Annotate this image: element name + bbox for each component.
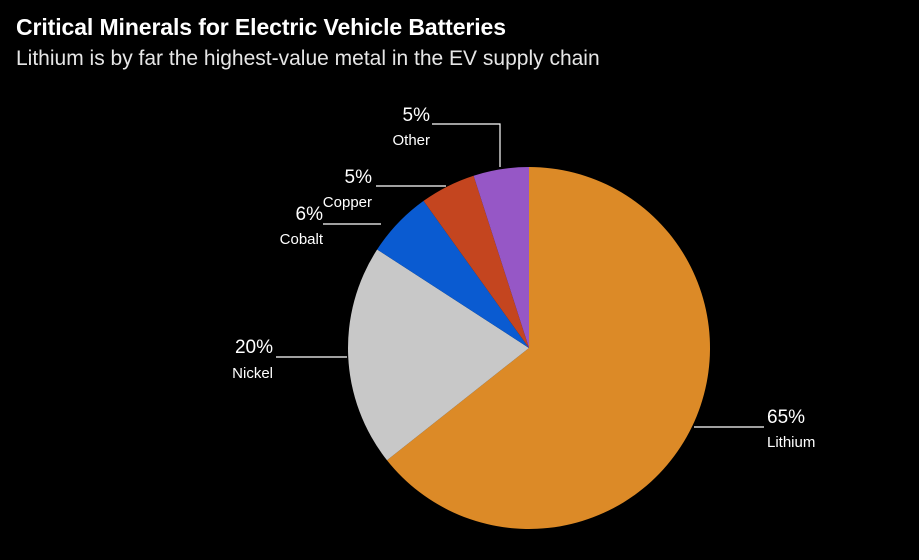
pie-category-label-other: Other bbox=[392, 132, 430, 149]
pie-labels: 65% Lithium 20% Nickel 6% Cobalt 5% Copper 5% Oth… bbox=[232, 105, 815, 451]
chart-subtitle: Lithium is by far the highest-value meta… bbox=[16, 47, 600, 70]
pie-slice-cobalt bbox=[377, 200, 529, 348]
pie-category-label-cobalt: Cobalt bbox=[280, 231, 324, 248]
pie-slices bbox=[348, 167, 711, 529]
pie-slice-lithium bbox=[386, 167, 711, 529]
pie-category-label-lithium: Lithium bbox=[767, 434, 815, 451]
pie-value-label-nickel: 20% bbox=[235, 337, 273, 358]
pie-category-label-nickel: Nickel bbox=[232, 365, 273, 382]
pie-slice-other bbox=[473, 167, 529, 348]
pie-slice-copper bbox=[423, 175, 529, 348]
pie-category-label-copper: Copper bbox=[323, 194, 372, 211]
chart-title: Critical Minerals for Electric Vehicle B… bbox=[16, 14, 506, 40]
leader-line-other bbox=[432, 123, 501, 167]
pie-value-label-cobalt: 6% bbox=[296, 204, 324, 225]
pie-slice-nickel bbox=[348, 249, 529, 461]
pie-value-label-other: 5% bbox=[403, 105, 431, 126]
pie-value-label-lithium: 65% bbox=[767, 407, 805, 428]
pie-value-label-copper: 5% bbox=[345, 167, 373, 188]
